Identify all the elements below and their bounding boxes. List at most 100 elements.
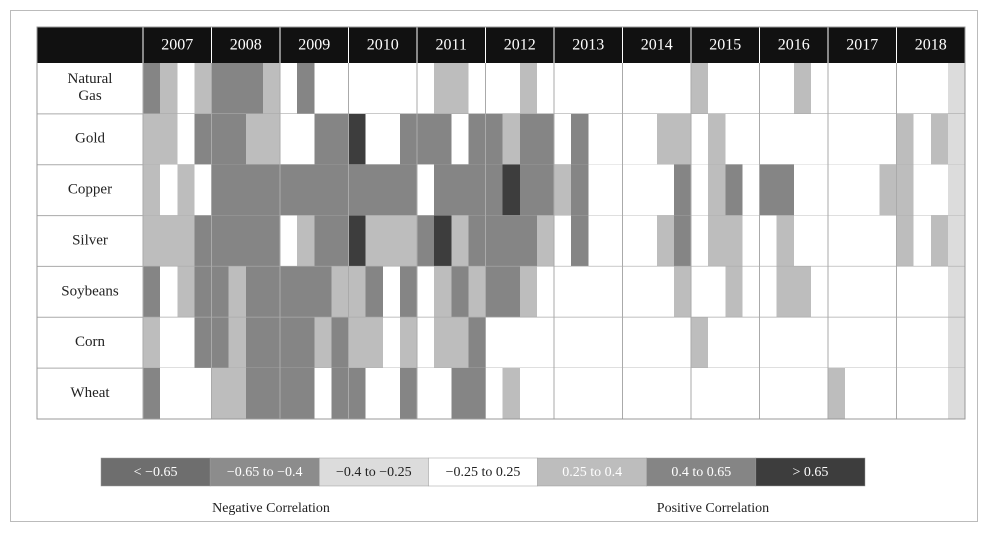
cell xyxy=(519,63,538,114)
cell xyxy=(280,317,298,369)
cell xyxy=(622,164,641,216)
cell xyxy=(879,215,897,267)
cell xyxy=(639,63,658,114)
cell xyxy=(331,368,349,419)
cell xyxy=(382,368,401,419)
cell xyxy=(194,317,212,369)
cell xyxy=(468,266,486,318)
cell xyxy=(793,63,812,114)
cell xyxy=(656,164,675,216)
column-label: 2014 xyxy=(641,37,673,54)
cell xyxy=(262,266,281,318)
cell xyxy=(365,63,384,114)
cell xyxy=(485,317,504,369)
cell xyxy=(828,164,846,216)
cell xyxy=(177,215,195,267)
cell xyxy=(468,368,486,419)
cell xyxy=(382,164,401,216)
cell xyxy=(879,63,897,114)
cell xyxy=(297,368,315,419)
cell xyxy=(143,63,161,114)
cell xyxy=(776,63,795,114)
cell xyxy=(947,266,966,318)
cell xyxy=(434,317,452,369)
cell xyxy=(708,113,726,165)
legend-label: −0.65 to −0.4 xyxy=(227,465,303,480)
cell xyxy=(793,164,812,216)
negative-label: Negative Correlation xyxy=(212,501,330,516)
cell xyxy=(143,266,161,318)
cell xyxy=(228,164,247,216)
cell xyxy=(691,164,709,216)
cell xyxy=(673,215,692,267)
cell xyxy=(742,63,760,114)
cell xyxy=(262,164,281,216)
cell xyxy=(485,164,504,216)
cell xyxy=(348,368,367,419)
row-label: Natural Gas xyxy=(68,71,113,104)
cell xyxy=(845,368,863,419)
cell xyxy=(194,164,212,216)
cell xyxy=(759,266,778,318)
cell xyxy=(502,368,521,419)
cell xyxy=(519,164,538,216)
cell xyxy=(417,368,435,419)
cell xyxy=(331,164,349,216)
cell xyxy=(896,266,915,318)
cell xyxy=(605,215,623,267)
cell xyxy=(502,113,521,165)
cell xyxy=(879,266,897,318)
cell xyxy=(228,368,247,419)
cell xyxy=(622,63,641,114)
cell xyxy=(588,317,606,369)
cell xyxy=(194,368,212,419)
cell xyxy=(913,215,932,267)
cell xyxy=(519,215,538,267)
cell xyxy=(656,113,675,165)
cell xyxy=(656,317,675,369)
cell xyxy=(947,368,966,419)
cell xyxy=(468,164,486,216)
legend-label: 0.25 to 0.4 xyxy=(562,465,622,480)
cell xyxy=(194,63,212,114)
row-label: Gold xyxy=(75,131,106,147)
cell xyxy=(554,266,572,318)
cell xyxy=(862,215,880,267)
cell xyxy=(536,266,555,318)
cell xyxy=(588,63,606,114)
row-label: Corn xyxy=(75,334,106,350)
cell xyxy=(896,63,915,114)
cell xyxy=(776,113,795,165)
legend-label: < −0.65 xyxy=(134,465,178,480)
cell xyxy=(879,164,897,216)
legend-swatch xyxy=(209,457,320,487)
cell xyxy=(228,63,247,114)
cell xyxy=(725,215,743,267)
cell xyxy=(451,113,469,165)
cell xyxy=(913,266,932,318)
cell xyxy=(434,63,452,114)
cell xyxy=(314,164,332,216)
cell xyxy=(810,113,829,165)
cell xyxy=(536,317,555,369)
cell xyxy=(810,63,829,114)
cell xyxy=(588,215,606,267)
cell xyxy=(947,113,966,165)
cell xyxy=(194,266,212,318)
column-label: 2017 xyxy=(846,37,878,54)
cell xyxy=(691,317,709,369)
cell xyxy=(485,215,504,267)
cell xyxy=(708,317,726,369)
cell xyxy=(280,164,298,216)
cell xyxy=(143,215,161,267)
cell xyxy=(708,215,726,267)
cell xyxy=(759,63,778,114)
cell xyxy=(742,164,760,216)
cell xyxy=(691,63,709,114)
cell xyxy=(245,164,264,216)
cell xyxy=(348,113,367,165)
column-label: 2013 xyxy=(572,37,604,54)
cell xyxy=(348,164,367,216)
row-label-line: Natural xyxy=(68,71,113,87)
